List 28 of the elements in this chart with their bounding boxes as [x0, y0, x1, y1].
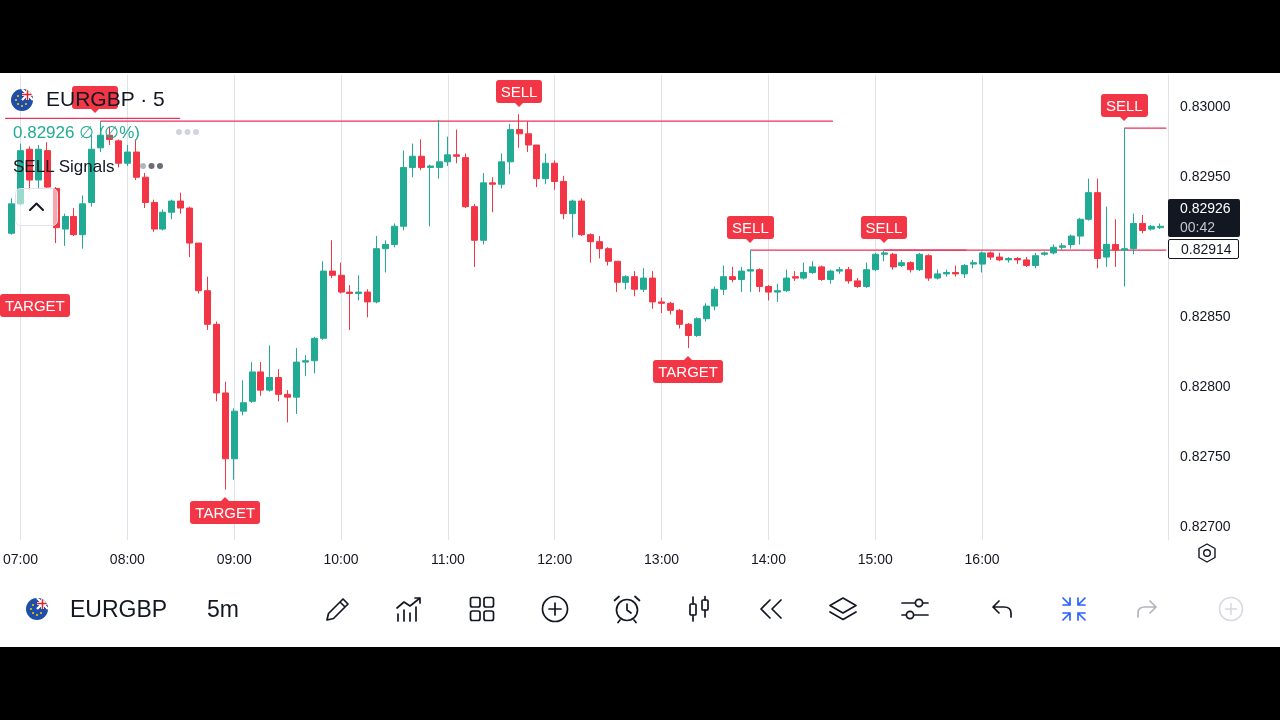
text: 0.82926 — [1168, 199, 1240, 218]
annotation: SELL — [1101, 93, 1148, 117]
x-tick-label: 10:00 — [323, 551, 359, 567]
annotation: TARGET — [190, 501, 261, 525]
text: EURGBP — [70, 595, 168, 622]
y-tick-label: 0.83000 — [1180, 97, 1231, 114]
text: 00:42 — [1168, 218, 1240, 237]
annotation: SELL — [727, 215, 774, 239]
x-tick-label: 07:00 — [2, 551, 39, 567]
x-tick-label: 11:00 — [430, 551, 466, 567]
x-tick-label: 15:00 — [857, 551, 893, 567]
y-tick-label: 0.82750 — [1180, 447, 1231, 464]
x-tick-label: 09:00 — [216, 551, 252, 567]
x-tick-label: 16:00 — [964, 551, 1000, 567]
text: 5m — [207, 595, 239, 622]
annotation: SELL — [860, 215, 908, 239]
y-tick-label: 0.82700 — [1180, 517, 1231, 534]
x-tick-label: 14:00 — [750, 551, 787, 567]
annotation: TARGET — [653, 359, 723, 383]
text: 0.82914 — [1168, 239, 1239, 259]
y-tick-label: 0.82850 — [1180, 307, 1231, 324]
annotation: SELL — [495, 79, 543, 103]
y-tick-label: 0.82800 — [1180, 377, 1231, 394]
x-tick-label: 08:00 — [109, 551, 146, 567]
x-tick-label: 13:00 — [644, 551, 680, 567]
annotation: TARGET — [0, 294, 70, 317]
x-tick-label: 12:00 — [537, 551, 573, 567]
y-tick-label: 0.82950 — [1180, 167, 1231, 184]
